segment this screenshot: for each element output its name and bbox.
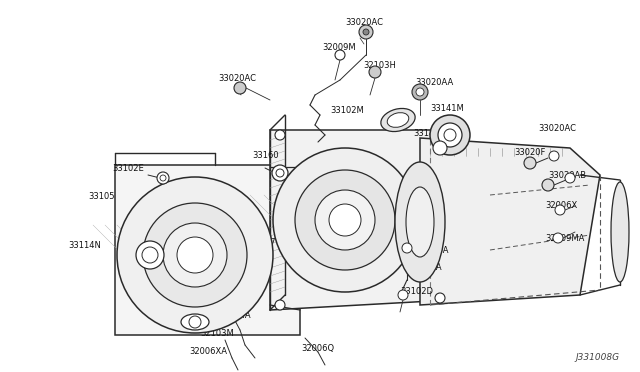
Circle shape	[273, 148, 417, 292]
Text: 33102M: 33102M	[330, 106, 364, 115]
Circle shape	[359, 25, 373, 39]
Circle shape	[163, 223, 227, 287]
Circle shape	[402, 243, 412, 253]
Text: 32009MA: 32009MA	[545, 234, 584, 243]
Circle shape	[142, 247, 158, 263]
Circle shape	[412, 84, 428, 100]
Circle shape	[234, 82, 246, 94]
Text: 32103H: 32103H	[363, 61, 396, 70]
Text: 33114N: 33114N	[68, 241, 101, 250]
Circle shape	[542, 179, 554, 191]
Circle shape	[430, 115, 470, 155]
Text: 32006X: 32006X	[545, 201, 577, 209]
Ellipse shape	[381, 109, 415, 132]
Circle shape	[369, 66, 381, 78]
Text: 33140N: 33140N	[413, 128, 446, 138]
Text: 32103MA: 32103MA	[409, 246, 449, 254]
Circle shape	[272, 165, 288, 181]
Circle shape	[275, 130, 285, 140]
Circle shape	[275, 300, 285, 310]
Text: 32006Q: 32006Q	[301, 343, 334, 353]
Circle shape	[160, 175, 166, 181]
Circle shape	[549, 151, 559, 161]
Text: 33102D: 33102D	[400, 288, 433, 296]
Text: 33141M: 33141M	[430, 103, 464, 112]
Circle shape	[295, 170, 395, 270]
Text: 32103HA: 32103HA	[403, 263, 442, 273]
Circle shape	[398, 290, 408, 300]
Text: 33160: 33160	[252, 151, 278, 160]
Circle shape	[416, 88, 424, 96]
Circle shape	[553, 233, 563, 243]
Circle shape	[438, 123, 462, 147]
Ellipse shape	[395, 162, 445, 282]
Circle shape	[444, 129, 456, 141]
Circle shape	[157, 172, 169, 184]
Circle shape	[315, 190, 375, 250]
Text: 33197: 33197	[249, 237, 276, 247]
Text: 33105E: 33105E	[138, 283, 170, 292]
Ellipse shape	[406, 187, 434, 257]
Circle shape	[435, 137, 445, 147]
Text: 33020AC: 33020AC	[218, 74, 256, 83]
Text: 33102E: 33102E	[112, 164, 144, 173]
Circle shape	[177, 237, 213, 273]
Text: 32009M: 32009M	[322, 42, 356, 51]
Text: J331008G: J331008G	[576, 353, 620, 362]
Text: 32103M: 32103M	[200, 330, 234, 339]
Polygon shape	[270, 130, 450, 310]
Circle shape	[143, 203, 247, 307]
Ellipse shape	[387, 113, 409, 127]
Text: 32006XA: 32006XA	[189, 347, 227, 356]
Circle shape	[335, 50, 345, 60]
Circle shape	[117, 177, 273, 333]
Text: 33020AB: 33020AB	[548, 170, 586, 180]
Circle shape	[555, 205, 565, 215]
Circle shape	[276, 169, 284, 177]
Text: 33020AA: 33020AA	[415, 77, 453, 87]
Polygon shape	[420, 138, 600, 305]
Text: 33020AC: 33020AC	[345, 17, 383, 26]
Circle shape	[565, 173, 575, 183]
Circle shape	[435, 293, 445, 303]
Circle shape	[329, 204, 361, 236]
Text: 32103HA: 32103HA	[212, 311, 251, 321]
Text: 33020A: 33020A	[271, 219, 303, 228]
Circle shape	[433, 141, 447, 155]
Text: 33020F: 33020F	[514, 148, 545, 157]
Ellipse shape	[181, 314, 209, 330]
Polygon shape	[115, 165, 300, 335]
Circle shape	[524, 157, 536, 169]
Ellipse shape	[611, 182, 629, 282]
Text: 33105: 33105	[88, 192, 115, 201]
Circle shape	[189, 316, 201, 328]
Text: 33020AC: 33020AC	[538, 124, 576, 132]
Circle shape	[136, 241, 164, 269]
Circle shape	[363, 29, 369, 35]
